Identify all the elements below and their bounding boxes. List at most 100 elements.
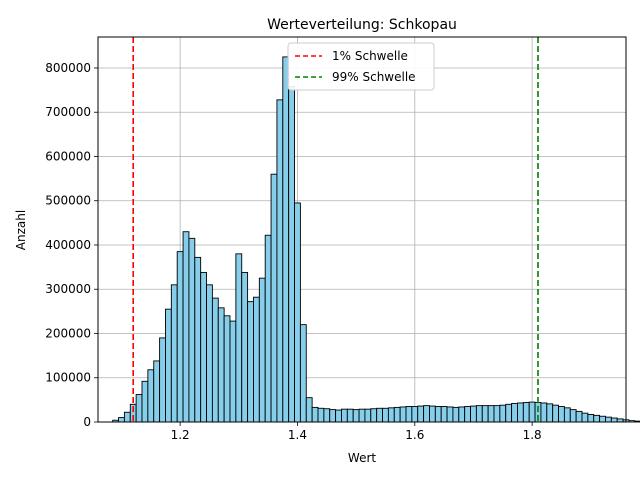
histogram-bar <box>452 406 460 423</box>
y-tick-label: 500000 <box>45 194 91 208</box>
legend-label-99pct: 99% Schwelle <box>332 70 416 84</box>
histogram-bar <box>405 406 413 423</box>
histogram-bar <box>429 405 436 423</box>
histogram-bar <box>352 409 360 423</box>
histogram-bar <box>528 401 536 423</box>
x-tick-label: 1.6 <box>405 428 424 442</box>
histogram-bar <box>434 406 442 423</box>
histogram-bar <box>581 412 589 423</box>
histogram-bar <box>475 405 483 423</box>
plot-area-frame <box>97 36 627 423</box>
histogram-bar <box>165 308 172 423</box>
histogram-bar <box>499 404 507 423</box>
histogram-bar <box>235 253 243 423</box>
histogram-bar <box>358 408 366 423</box>
histogram-bar <box>206 284 213 423</box>
histogram-bar <box>288 86 295 423</box>
histogram-bar <box>417 405 425 423</box>
histogram-bars <box>112 56 640 423</box>
histogram-bar <box>188 237 196 423</box>
y-tick-label: 200000 <box>45 326 91 340</box>
y-tick-label: 0 <box>83 415 91 429</box>
histogram-bar <box>364 408 372 423</box>
histogram-bar <box>135 394 143 423</box>
histogram-bar <box>487 405 495 423</box>
histogram-bar <box>393 406 401 423</box>
x-tick-label: 1.2 <box>171 428 190 442</box>
histogram-bar <box>176 251 184 423</box>
histogram-bar <box>317 407 325 423</box>
histogram-bar <box>305 397 313 423</box>
y-axis-ticks: 0 100000 200000 300000 400000 500000 600000 700… <box>45 61 98 429</box>
x-axis-ticks: 1.2 1.4 1.6 1.8 <box>171 422 542 442</box>
x-axis-title: Wert <box>348 451 376 465</box>
histogram-bar <box>217 307 225 423</box>
histogram-bar <box>247 301 254 423</box>
histogram-bar <box>123 411 131 423</box>
histogram-bar <box>605 416 612 423</box>
histogram-bar <box>335 409 342 423</box>
histogram-bar <box>258 277 266 423</box>
histogram-bar <box>481 405 489 423</box>
histogram-bar <box>211 297 219 423</box>
threshold-lines <box>132 37 539 422</box>
y-tick-label: 600000 <box>45 149 91 163</box>
chart-title: Werteverteilung: Schkopau <box>267 17 457 33</box>
histogram-bar <box>411 406 419 423</box>
x-tick-label: 1.4 <box>288 428 307 442</box>
histogram-bar <box>346 408 354 423</box>
histogram-bar <box>264 234 272 423</box>
histogram-bar <box>563 407 571 423</box>
histogram-bar <box>223 315 231 423</box>
x-tick-label: 1.8 <box>523 428 542 442</box>
legend: 1% Schwelle 99% Schwelle <box>287 42 435 91</box>
histogram-bar <box>370 408 378 423</box>
histogram-bar <box>329 409 337 423</box>
y-tick-label: 400000 <box>45 238 91 252</box>
histogram-bar <box>610 417 618 423</box>
histogram-bar <box>511 402 518 423</box>
histogram-bar <box>229 320 237 423</box>
histogram-bar <box>147 369 155 423</box>
histogram-bar <box>540 402 548 423</box>
y-tick-label: 800000 <box>45 61 91 75</box>
histogram-bar <box>159 337 166 423</box>
histogram-bar <box>276 99 284 423</box>
histogram-bar <box>458 406 466 423</box>
histogram-bar <box>575 410 583 423</box>
histogram-bar <box>182 231 190 423</box>
histogram-bar <box>253 296 260 423</box>
y-axis-title: Anzahl <box>14 210 28 250</box>
histogram-bar <box>558 406 565 423</box>
histogram-bar <box>446 406 454 423</box>
histogram-bar <box>505 403 513 423</box>
histogram-bar <box>470 405 477 423</box>
histogram-bar <box>194 256 202 423</box>
histogram-bar <box>323 408 331 423</box>
histogram-bar <box>241 271 249 423</box>
histogram-bar <box>493 405 501 423</box>
histogram-bar <box>599 415 606 423</box>
histogram-bar <box>141 380 149 423</box>
histogram-bar <box>270 173 278 423</box>
histogram-bar <box>170 284 178 423</box>
y-tick-label: 300000 <box>45 282 91 296</box>
histogram-bar <box>382 407 389 423</box>
histogram-bar <box>282 56 290 423</box>
histogram-bar <box>311 406 319 423</box>
histogram-bar <box>546 403 554 423</box>
y-tick-label: 700000 <box>45 105 91 119</box>
histogram-bar <box>464 406 471 423</box>
histogram-bar <box>522 402 530 423</box>
histogram-bar <box>587 414 595 423</box>
histogram-bar <box>153 360 161 423</box>
histogram-bar <box>341 408 348 423</box>
histogram-bar <box>299 324 307 423</box>
histogram-bar <box>376 407 383 423</box>
histogram-bar <box>628 420 636 423</box>
histogram-bar <box>634 420 640 423</box>
legend-box <box>287 42 435 91</box>
histogram-bar <box>569 409 577 423</box>
histogram-bar <box>423 405 430 423</box>
